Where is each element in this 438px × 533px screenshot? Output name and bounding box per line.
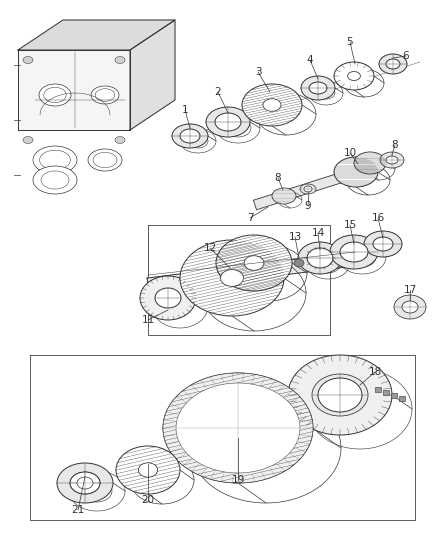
Text: 20: 20 (141, 495, 154, 505)
Ellipse shape (39, 84, 71, 106)
Text: 14: 14 (311, 228, 324, 238)
Ellipse shape (385, 156, 397, 164)
Ellipse shape (299, 184, 315, 194)
Polygon shape (18, 20, 175, 50)
Text: 2: 2 (214, 87, 221, 97)
Ellipse shape (339, 242, 367, 262)
Text: 16: 16 (371, 213, 384, 223)
Ellipse shape (215, 235, 291, 291)
Ellipse shape (23, 136, 33, 143)
Text: 10: 10 (343, 148, 356, 158)
Polygon shape (253, 173, 341, 210)
Text: 11: 11 (141, 315, 154, 325)
Ellipse shape (115, 136, 125, 143)
Ellipse shape (324, 384, 354, 406)
Text: 1: 1 (181, 105, 188, 115)
Ellipse shape (272, 188, 295, 204)
Ellipse shape (385, 59, 399, 69)
Ellipse shape (180, 129, 200, 143)
Ellipse shape (23, 56, 33, 63)
Text: 7: 7 (246, 213, 253, 223)
Ellipse shape (293, 259, 303, 267)
Bar (382, 390, 388, 395)
Ellipse shape (33, 166, 77, 194)
Ellipse shape (379, 152, 403, 168)
Text: 3: 3 (254, 67, 261, 77)
Text: 9: 9 (304, 201, 311, 211)
Ellipse shape (317, 378, 361, 412)
Ellipse shape (70, 472, 100, 494)
Text: 8: 8 (274, 173, 281, 183)
Ellipse shape (262, 99, 280, 111)
Ellipse shape (155, 288, 180, 308)
Ellipse shape (172, 124, 208, 148)
Ellipse shape (77, 477, 93, 489)
Bar (390, 393, 396, 398)
Ellipse shape (215, 113, 240, 131)
Ellipse shape (205, 107, 249, 137)
Ellipse shape (244, 256, 263, 270)
Ellipse shape (303, 186, 311, 192)
Polygon shape (147, 250, 370, 292)
Ellipse shape (241, 84, 301, 126)
Ellipse shape (333, 62, 373, 90)
Ellipse shape (287, 355, 391, 435)
Text: 4: 4 (306, 55, 313, 65)
Ellipse shape (57, 463, 113, 503)
Bar (374, 387, 380, 392)
Ellipse shape (353, 152, 385, 174)
Text: 19: 19 (231, 475, 244, 485)
Ellipse shape (140, 276, 195, 320)
Ellipse shape (300, 76, 334, 100)
Ellipse shape (311, 374, 367, 416)
Text: 8: 8 (391, 140, 397, 150)
Bar (398, 396, 404, 401)
Ellipse shape (393, 295, 425, 319)
Ellipse shape (308, 82, 326, 94)
Ellipse shape (372, 237, 392, 251)
Ellipse shape (378, 54, 406, 74)
Ellipse shape (297, 242, 341, 274)
Ellipse shape (347, 71, 360, 80)
Ellipse shape (363, 231, 401, 257)
Ellipse shape (329, 235, 377, 269)
Ellipse shape (115, 56, 125, 63)
Text: 13: 13 (288, 232, 301, 242)
Text: 5: 5 (346, 37, 353, 47)
Ellipse shape (91, 86, 119, 104)
Text: 21: 21 (71, 505, 85, 515)
Ellipse shape (180, 240, 283, 316)
Text: 6: 6 (402, 51, 408, 61)
Ellipse shape (224, 418, 251, 438)
Text: 15: 15 (343, 220, 356, 230)
Ellipse shape (116, 446, 180, 494)
Ellipse shape (33, 146, 77, 174)
Ellipse shape (220, 270, 243, 286)
Ellipse shape (70, 472, 100, 494)
Text: 17: 17 (403, 285, 416, 295)
Text: 12: 12 (203, 243, 216, 253)
Ellipse shape (138, 463, 157, 477)
Ellipse shape (306, 248, 332, 268)
Ellipse shape (401, 301, 417, 313)
Polygon shape (130, 20, 175, 130)
Text: 18: 18 (367, 367, 381, 377)
Ellipse shape (176, 383, 299, 473)
Ellipse shape (162, 373, 312, 483)
Ellipse shape (162, 373, 312, 483)
Ellipse shape (333, 157, 377, 187)
Ellipse shape (88, 149, 122, 171)
Polygon shape (18, 50, 130, 130)
